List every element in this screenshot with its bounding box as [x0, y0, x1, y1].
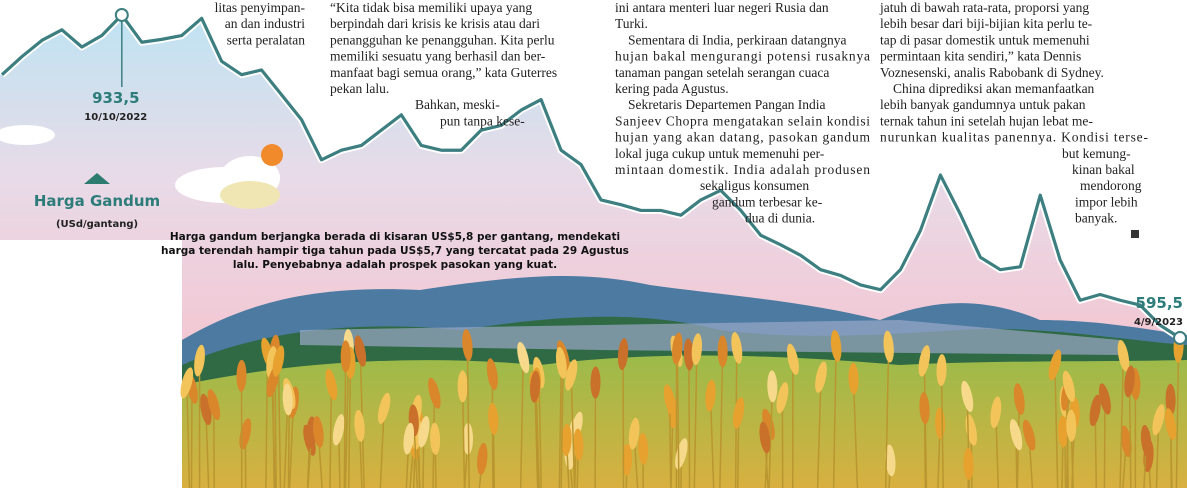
point-marker: [1174, 332, 1186, 344]
article-line: dua di dunia.: [745, 211, 815, 226]
article-line: tap di pasar domestik untuk memenuhi: [880, 32, 1090, 47]
blank: [0, 240, 182, 488]
stalk: [689, 354, 690, 488]
article-line: kering pada Agustus.: [615, 81, 729, 96]
article-line: ini antara menteri luar negeri Rusia dan: [615, 0, 829, 15]
article-line: Sekretaris Departemen Pangan India: [628, 97, 826, 112]
article-line: nurunkan kualitas panennya. Kondisi ters…: [880, 130, 1149, 145]
article-line: litas penyimpan-: [215, 0, 306, 15]
article-line: kinan bakal: [1072, 162, 1135, 177]
article-line: lebih banyak gandumnya untuk pakan: [880, 97, 1086, 112]
article-line: “Kita tidak bisa memiliki upaya yang: [330, 0, 532, 15]
sun: [261, 144, 283, 166]
infographic: 933,5 10/10/2022 595,5 4/9/2023 Harga Gandu…: [0, 0, 1187, 488]
article-line: gandum terbesar ke-: [712, 194, 823, 209]
article-line: an dan industri: [225, 16, 305, 31]
article-line: China diprediksi akan memanfaatkan: [893, 81, 1095, 96]
article-line: tanaman pangan setelah serangan cuaca: [615, 65, 829, 80]
article-line: Voznesenski, analis Rabobank di Sydney.: [880, 65, 1104, 80]
annotation: Harga gandum berjangka berada di kisaran…: [170, 231, 620, 243]
article-line: hujan bakal mengurangi potensi rusaknya: [615, 49, 870, 64]
article-line: memiliki sesuatu yang berhasil dan ber-: [330, 49, 546, 64]
article-line: but kemung-: [1062, 146, 1131, 161]
article-line: Sanjeev Chopra mengatakan selain kondisi: [615, 113, 870, 128]
article-line: hujan yang akan datang, pasokan gandum: [615, 130, 870, 145]
article-line: mendorong: [1080, 178, 1142, 193]
article-line: manfaat bagi semua orang,” kata Guterres: [330, 65, 557, 80]
chart-title: Harga Gandum: [34, 192, 160, 210]
article-line: lokal juga cukup untuk memenuhi per-: [615, 146, 825, 161]
annotation: harga terendah hampir tiga tahun pada US…: [161, 245, 629, 257]
date-label: 10/10/2022: [84, 112, 147, 123]
value-label: 933,5: [92, 89, 139, 107]
article-line: jatuh di bawah rata-rata, proporsi yang: [879, 0, 1089, 15]
article-line: banyak.: [1075, 211, 1117, 226]
article-line: pun tanpa kese-: [440, 113, 525, 128]
article-line: berpindah dari krisis ke krisis atau dar…: [330, 16, 540, 31]
article-line: sekaligus konsumen: [700, 178, 809, 193]
point-marker: [116, 9, 128, 21]
article-line: pekan lalu.: [330, 81, 389, 96]
article-line: ternak tahun ini setelah hujan lebat me-: [880, 113, 1093, 128]
article-line: Bahkan, meski-: [415, 97, 500, 112]
article-line: impor lebih: [1075, 194, 1138, 209]
article-line: serta peralatan: [227, 32, 306, 47]
chart-subtitle: (USd/gantang): [56, 219, 138, 230]
annotation: lalu. Penyebabnya adalah prospek pasokan…: [233, 259, 557, 271]
article-line: mintaan domestik. India adalah produsen: [615, 162, 870, 177]
article-line: Turki.: [615, 16, 648, 31]
cloud: [220, 181, 280, 209]
value-label: 595,5: [1136, 294, 1183, 312]
article-line: penangguhan ke penangguhan. Kita perlu: [330, 32, 555, 47]
article-line: permintaan kita sendiri,” kata Dennis: [880, 49, 1081, 64]
article-line: Sementara di India, perkiraan datangnya: [628, 32, 847, 47]
article-line: lebih besar dari biji-bijian kita perlu …: [880, 16, 1093, 31]
end-mark: [1131, 230, 1139, 238]
date-label: 4/9/2023: [1134, 317, 1183, 328]
